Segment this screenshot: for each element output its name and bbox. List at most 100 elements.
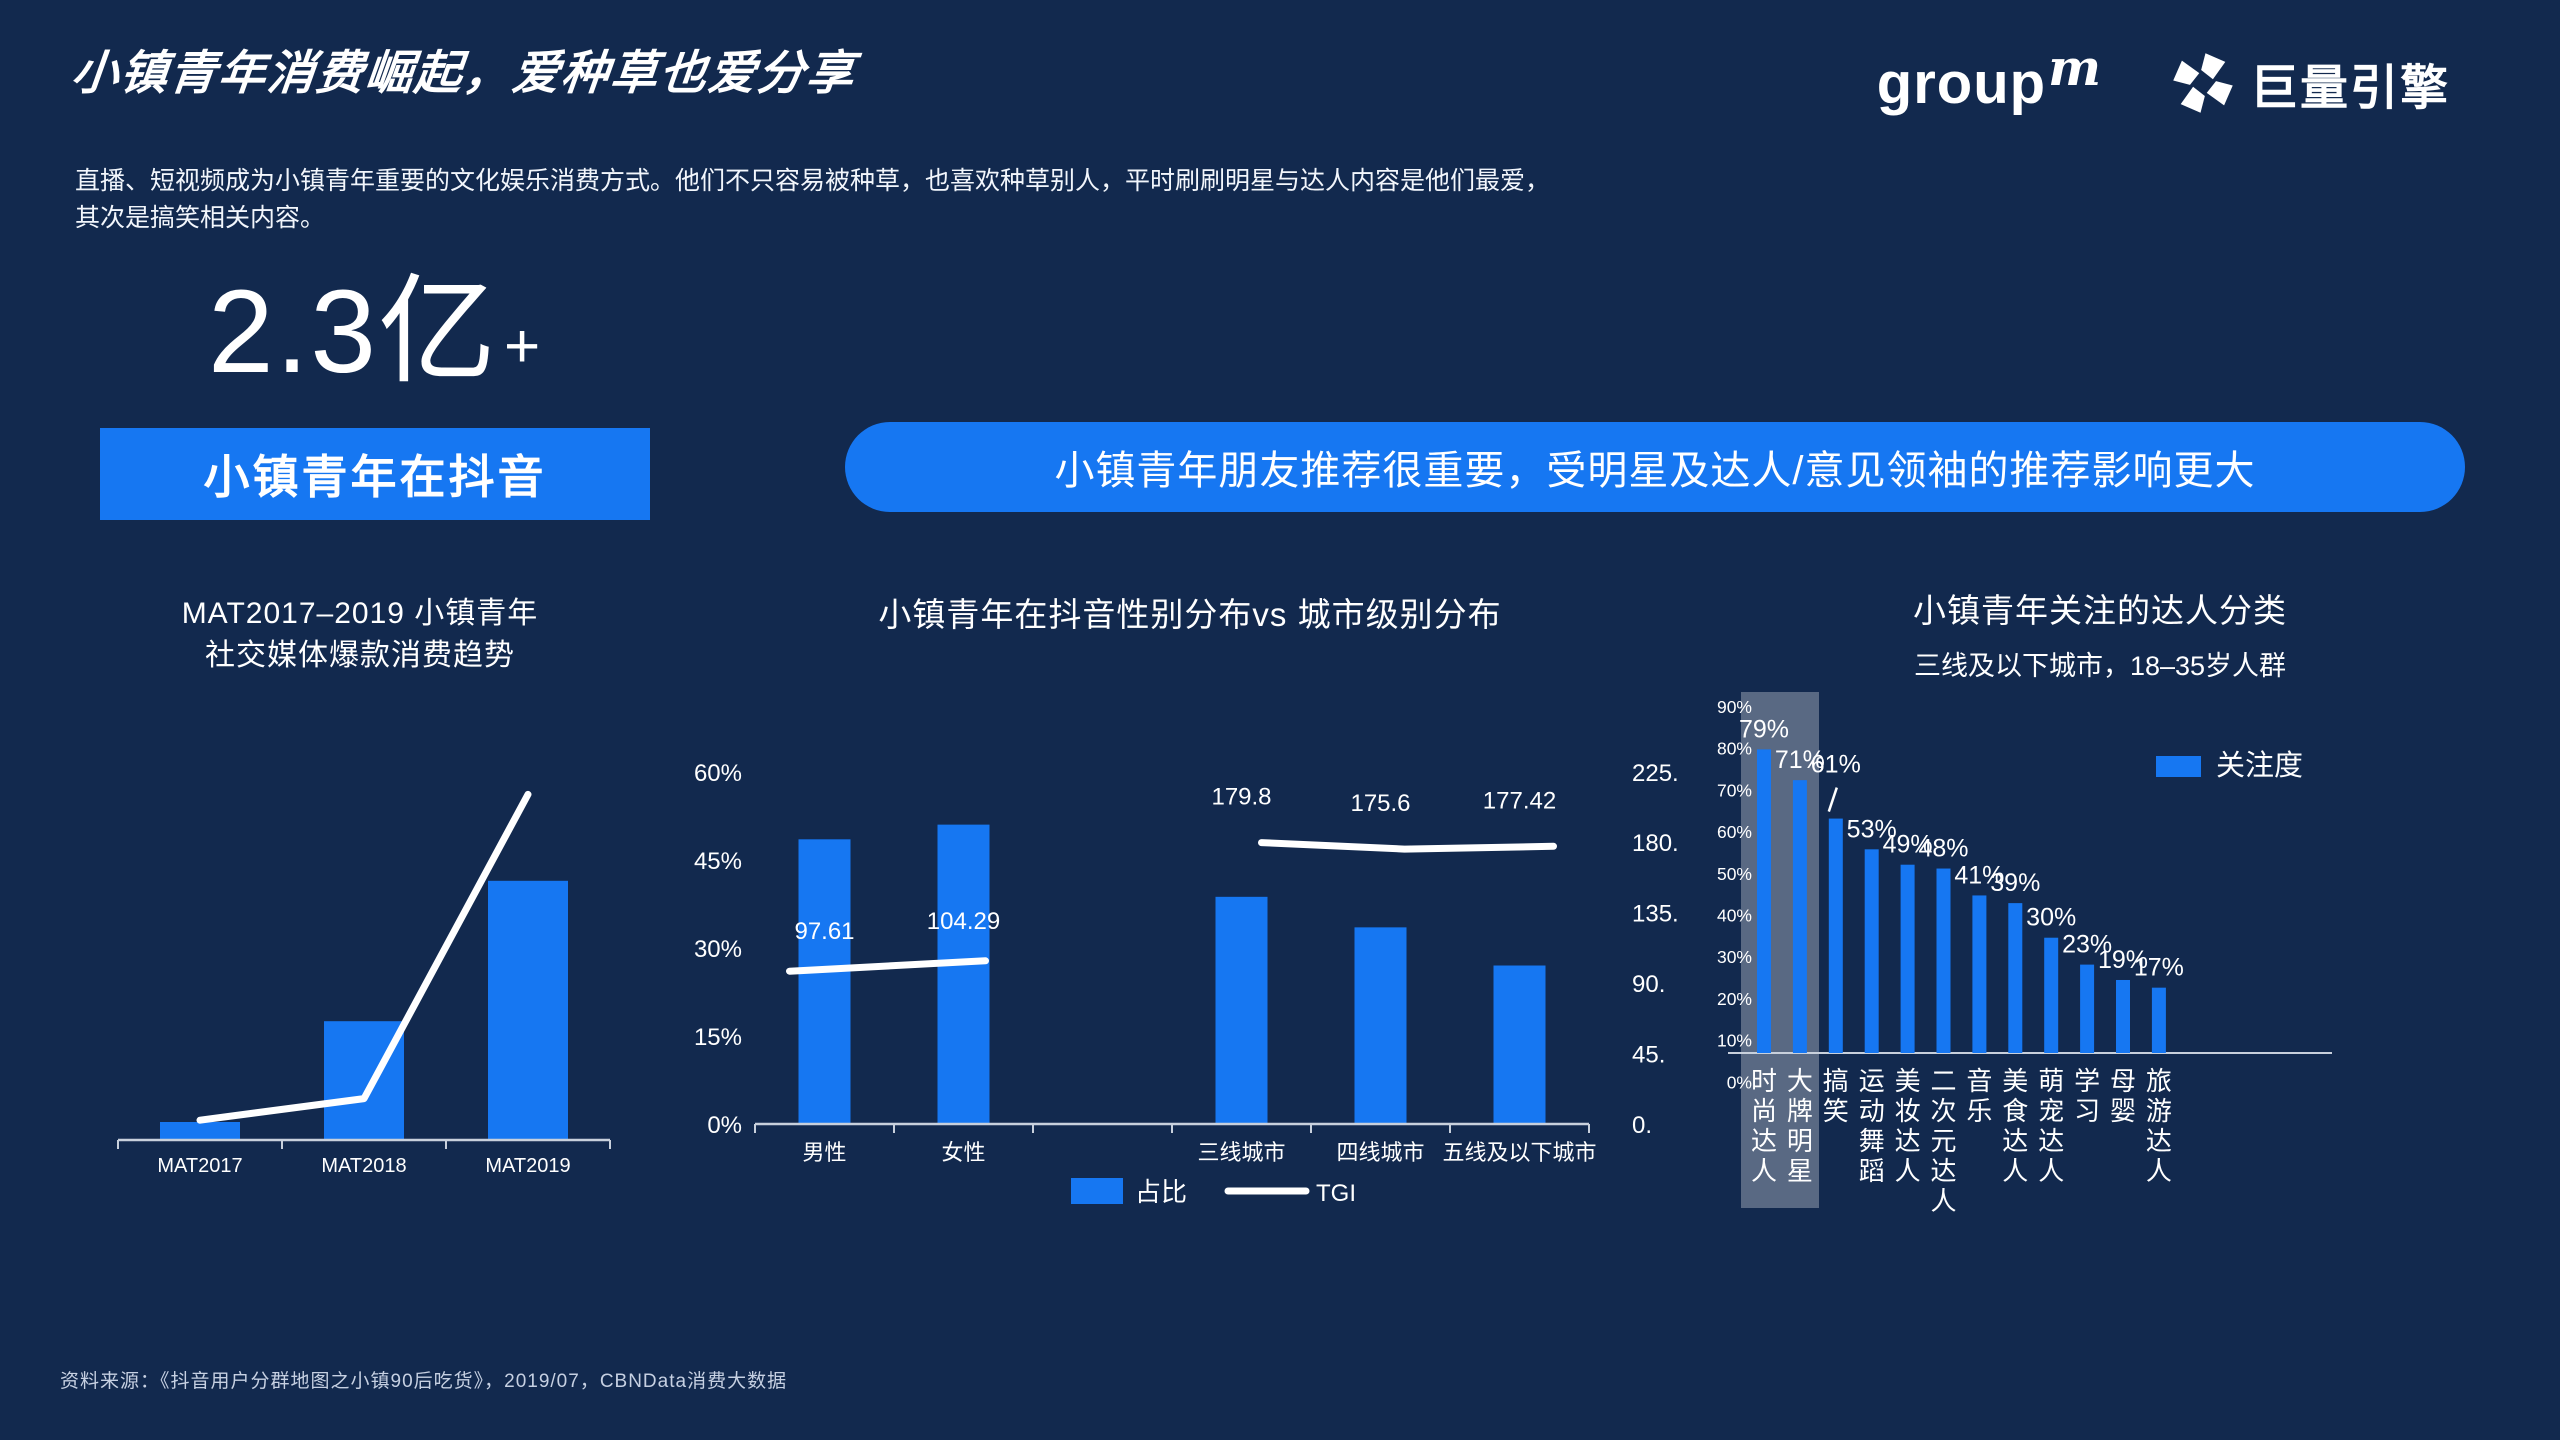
gender-city-chart-title: 小镇青年在抖音性别分布vs 城市级别分布 bbox=[878, 596, 1502, 633]
category-label-char: 动 bbox=[1859, 1096, 1885, 1126]
attention-bar bbox=[1828, 818, 1843, 1053]
category-label-char: 学 bbox=[2074, 1066, 2100, 1096]
category-label-char: 搞 bbox=[1823, 1066, 1849, 1096]
attention-bar bbox=[2151, 987, 2166, 1053]
category-label-char: 音 bbox=[1966, 1066, 1992, 1096]
category-label-char: 人 bbox=[1751, 1156, 1777, 1186]
category-label-char: 美 bbox=[1895, 1066, 1921, 1096]
tgi-value-label: 177.42 bbox=[1483, 787, 1556, 814]
recommendation-pill: 小镇青年朋友推荐很重要，受明星及达人/意见领袖的推荐影响更大 bbox=[845, 422, 2465, 512]
value-label: 53% bbox=[1847, 815, 1897, 843]
category-label: 四线城市 bbox=[1336, 1140, 1424, 1165]
category-label-char: 尚 bbox=[1751, 1096, 1777, 1126]
category-label-char: 人 bbox=[1895, 1156, 1921, 1186]
trend-bar bbox=[160, 1122, 240, 1140]
trend-bar bbox=[488, 880, 568, 1140]
category-label: 三线城市 bbox=[1197, 1140, 1285, 1165]
category-label-char: 次 bbox=[1930, 1096, 1956, 1126]
category-label-char: 运 bbox=[1859, 1066, 1885, 1096]
daren-category-chart: 小镇青年关注的达人分类 三线及以下城市，18–35岁人群 90% 80% 70% 60… bbox=[1690, 560, 2510, 1280]
value-label: 17% bbox=[2134, 954, 2184, 982]
daren-chart-subtitle: 三线及以下城市，18–35岁人群 bbox=[1913, 651, 2287, 681]
left-axis-tick-label: 15% bbox=[694, 1024, 742, 1051]
intro-paragraph: 直播、短视频成为小镇青年重要的文化娱乐消费方式。他们不只容易被种草，也喜欢种草别… bbox=[75, 163, 1550, 237]
category-label-char: 母 bbox=[2110, 1066, 2136, 1096]
value-label: 71% bbox=[1775, 746, 1825, 774]
logo-bar: group m 巨量引擎 bbox=[1876, 38, 2450, 118]
value-label: 79% bbox=[1739, 715, 1789, 743]
attention-bar bbox=[2044, 937, 2059, 1053]
left-axis-tick-label: 60% bbox=[694, 760, 742, 787]
trend-line bbox=[196, 790, 532, 1124]
intro-line-2: 其次是搞笑相关内容。 bbox=[75, 204, 326, 232]
category-label-char: 达 bbox=[2038, 1126, 2064, 1156]
attention-bar bbox=[1757, 749, 1771, 1053]
category-label-char: 达 bbox=[2002, 1126, 2028, 1156]
attention-bar bbox=[1792, 780, 1807, 1053]
big-number-value: 2.3亿 bbox=[208, 266, 499, 398]
big-number: 2.3亿 + bbox=[208, 272, 540, 392]
category-label-char: 达 bbox=[1751, 1126, 1777, 1156]
category-label-char: 乐 bbox=[1966, 1096, 1992, 1126]
category-label-char: 婴 bbox=[2110, 1096, 2136, 1126]
category-label-char: 二 bbox=[1930, 1066, 1956, 1096]
right-axis-tick-label: 0. bbox=[1632, 1112, 1652, 1139]
tgi-value-label: 104.29 bbox=[927, 908, 1000, 935]
legend-attention-label: 关注度 bbox=[2216, 749, 2303, 782]
category-label-char: 时 bbox=[1751, 1066, 1777, 1096]
y-axis-tick-label: 70% bbox=[1717, 780, 1752, 800]
page-title: 小镇青年消费崛起，爱种草也爱分享 bbox=[68, 46, 859, 99]
y-axis-tick-label: 60% bbox=[1717, 822, 1752, 842]
tgi-value-label: 175.6 bbox=[1350, 790, 1410, 817]
value-label: 19% bbox=[2098, 946, 2148, 974]
label-leader-line bbox=[1827, 787, 1838, 812]
category-label-char: 妆 bbox=[1895, 1096, 1921, 1126]
pinwheel-icon bbox=[2173, 53, 2233, 113]
category-label: 女性 bbox=[941, 1140, 985, 1165]
y-axis-tick-label: 30% bbox=[1717, 947, 1752, 967]
intro-line-1: 直播、短视频成为小镇青年重要的文化娱乐消费方式。他们不只容易被种草，也喜欢种草别… bbox=[75, 167, 1551, 195]
category-label-char: 美 bbox=[2002, 1066, 2028, 1096]
attention-bar bbox=[1864, 849, 1879, 1053]
y-axis-tick-label: 50% bbox=[1717, 864, 1752, 884]
tgi-value-label: 97.61 bbox=[794, 918, 854, 945]
trend-chart-plot: MAT2017 MAT2018 MAT2019 bbox=[117, 790, 611, 1177]
category-label-char: 人 bbox=[1930, 1186, 1956, 1216]
share-bar bbox=[1215, 896, 1268, 1124]
big-number-plus: + bbox=[504, 312, 541, 381]
attention-bar bbox=[2080, 964, 2095, 1053]
value-label: 30% bbox=[2026, 904, 2076, 932]
y-axis-tick-label: 40% bbox=[1717, 906, 1752, 926]
trend-category-label: MAT2019 bbox=[485, 1155, 570, 1177]
y-axis-tick-label: 20% bbox=[1717, 989, 1752, 1009]
groupm-wordmark: group bbox=[1876, 50, 2047, 116]
attention-bar bbox=[2116, 979, 2130, 1053]
groupm-m-glyph: m bbox=[2048, 37, 2102, 97]
legend-attention-swatch bbox=[2156, 756, 2201, 777]
tgi-line-city bbox=[1258, 839, 1557, 853]
right-axis-tick-label: 90. bbox=[1632, 971, 1665, 998]
groupm-logo: group m bbox=[1876, 38, 2102, 117]
category-label-char: 笑 bbox=[1823, 1096, 1849, 1126]
value-label: 23% bbox=[2062, 931, 2112, 959]
share-bar bbox=[1493, 965, 1546, 1124]
category-label-char: 人 bbox=[2038, 1156, 2064, 1186]
category-label-char: 牌 bbox=[1787, 1096, 1813, 1126]
trend-category-label: MAT2018 bbox=[321, 1155, 406, 1177]
ocean-engine-logo: 巨量引擎 bbox=[2172, 48, 2450, 118]
category-label-char: 人 bbox=[2002, 1156, 2028, 1186]
category-label-char: 游 bbox=[2146, 1096, 2172, 1126]
value-label: 48% bbox=[1918, 835, 1968, 863]
ocean-engine-wordmark: 巨量引擎 bbox=[2249, 62, 2450, 115]
category-label-char: 元 bbox=[1930, 1126, 1956, 1156]
category-label-char: 萌 bbox=[2038, 1066, 2064, 1096]
trend-category-label: MAT2017 bbox=[157, 1155, 242, 1177]
legend-tgi-label: TGI bbox=[1316, 1180, 1356, 1207]
share-bar bbox=[937, 824, 990, 1124]
attention-bar bbox=[1900, 864, 1915, 1053]
category-label-char: 人 bbox=[2146, 1156, 2172, 1186]
trend-chart: MAT2017–2019 小镇青年 社交媒体爆款消费趋势 MAT2017 MAT2… bbox=[80, 560, 640, 1240]
daren-chart-plot: 90% 80% 70% 60% 50% 40% 30% 20% 10% 0% 79% 71%61% 53… bbox=[1717, 692, 2332, 1216]
category-label: 男性 bbox=[802, 1140, 846, 1165]
